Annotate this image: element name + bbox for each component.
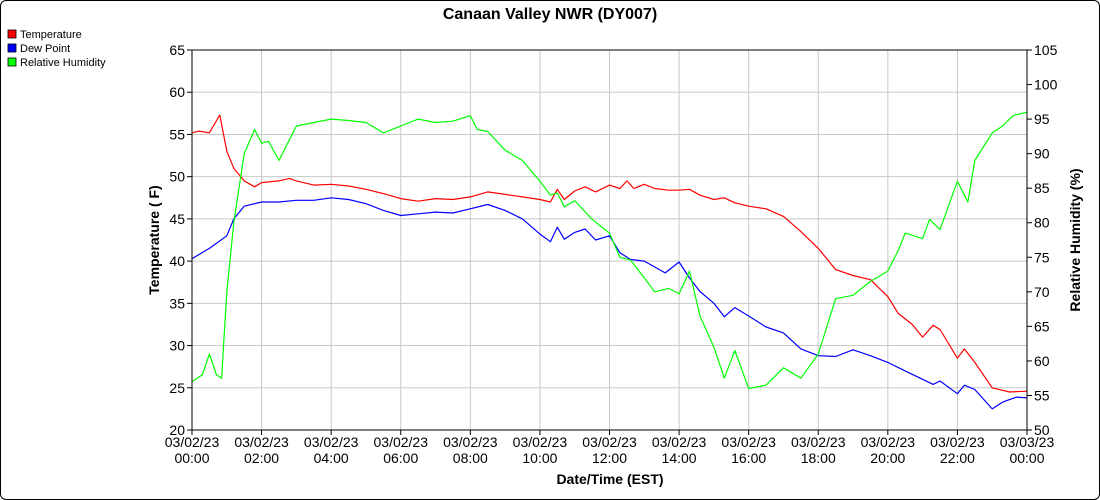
y-right-tick-label: 60 bbox=[1034, 353, 1050, 369]
x-tick-label-time: 20:00 bbox=[870, 450, 905, 466]
y-right-tick-label: 80 bbox=[1034, 215, 1050, 231]
y-right-tick-label: 70 bbox=[1034, 284, 1050, 300]
plot-border bbox=[191, 49, 1028, 431]
x-tick-label-date: 03/02/23 bbox=[513, 434, 568, 450]
x-tick-label-time: 22:00 bbox=[940, 450, 975, 466]
x-tick-label-date: 03/03/23 bbox=[1000, 434, 1055, 450]
series-lines bbox=[191, 111, 1028, 410]
x-tick-label-date: 03/02/23 bbox=[791, 434, 846, 450]
x-tick-label-time: 00:00 bbox=[1009, 450, 1044, 466]
x-tick-label-time: 10:00 bbox=[522, 450, 557, 466]
x-tick-label-date: 03/02/23 bbox=[304, 434, 359, 450]
chart-title: Canaan Valley NWR (DY007) bbox=[443, 6, 657, 23]
x-tick-label-time: 02:00 bbox=[244, 450, 279, 466]
y-right-tick-label: 100 bbox=[1034, 77, 1058, 93]
x-tick-label-time: 12:00 bbox=[592, 450, 627, 466]
y-left-tick-label: 40 bbox=[169, 253, 185, 269]
legend-label-relative-humidity: Relative Humidity bbox=[20, 57, 106, 69]
x-axis-label: Date/Time (EST) bbox=[556, 471, 663, 487]
grid-lines bbox=[191, 49, 1028, 431]
x-tick-label-date: 03/02/23 bbox=[930, 434, 985, 450]
x-tick-label-time: 06:00 bbox=[383, 450, 418, 466]
y-right-tick-label: 65 bbox=[1034, 318, 1050, 334]
y-left-tick-label: 55 bbox=[169, 126, 185, 142]
x-tick-label-time: 00:00 bbox=[174, 450, 209, 466]
x-tick-label-date: 03/02/23 bbox=[652, 434, 707, 450]
y-right-tick-label: 95 bbox=[1034, 111, 1050, 127]
y-left-tick-label: 35 bbox=[169, 295, 185, 311]
y-left-tick-label: 60 bbox=[169, 84, 185, 100]
y-left-tick-label: 45 bbox=[169, 211, 185, 227]
y-right-tick-label: 75 bbox=[1034, 249, 1050, 265]
x-tick-label-time: 18:00 bbox=[801, 450, 836, 466]
x-tick-label-time: 14:00 bbox=[662, 450, 697, 466]
y-left-tick-label: 30 bbox=[169, 338, 185, 354]
y-left-tick-label: 25 bbox=[169, 380, 185, 396]
legend-label-dew-point: Dew Point bbox=[20, 43, 70, 55]
y-right-tick-label: 85 bbox=[1034, 180, 1050, 196]
series-line-dew-point bbox=[191, 197, 1028, 410]
x-tick-label-time: 04:00 bbox=[314, 450, 349, 466]
x-tick-label-date: 03/02/23 bbox=[582, 434, 637, 450]
x-tick-label-date: 03/02/23 bbox=[234, 434, 289, 450]
x-tick-label-date: 03/02/23 bbox=[374, 434, 429, 450]
y-left-tick-label: 65 bbox=[169, 42, 185, 58]
axes: 03/02/2300:0003/02/2302:0003/02/2304:000… bbox=[165, 42, 1058, 466]
x-tick-label-date: 03/02/23 bbox=[861, 434, 916, 450]
legend-swatch-relative-humidity bbox=[7, 57, 17, 67]
legend-label-temperature: Temperature bbox=[20, 29, 82, 41]
y-left-tick-label: 50 bbox=[169, 169, 185, 185]
legend-swatch-dew-point bbox=[7, 43, 17, 53]
legend: Temperature Dew Point Relative Humidity bbox=[7, 29, 106, 69]
series-line-relative-humidity bbox=[191, 111, 1028, 390]
series-line-temperature bbox=[191, 114, 1028, 393]
legend-swatch-temperature bbox=[7, 29, 17, 39]
y-left-tick-label: 20 bbox=[169, 422, 185, 438]
x-tick-label-date: 03/02/23 bbox=[721, 434, 776, 450]
x-tick-label-time: 16:00 bbox=[731, 450, 766, 466]
y-axis-right-label: Relative Humidity (%) bbox=[1067, 168, 1083, 311]
y-axis-left-label: Temperature ( F) bbox=[146, 185, 162, 294]
y-right-tick-label: 55 bbox=[1034, 387, 1050, 403]
x-tick-label-date: 03/02/23 bbox=[165, 434, 220, 450]
y-right-tick-label: 90 bbox=[1034, 146, 1050, 162]
y-right-tick-label: 105 bbox=[1034, 42, 1058, 58]
y-right-tick-label: 50 bbox=[1034, 422, 1050, 438]
x-tick-label-date: 03/02/23 bbox=[443, 434, 498, 450]
x-tick-label-time: 08:00 bbox=[453, 450, 488, 466]
